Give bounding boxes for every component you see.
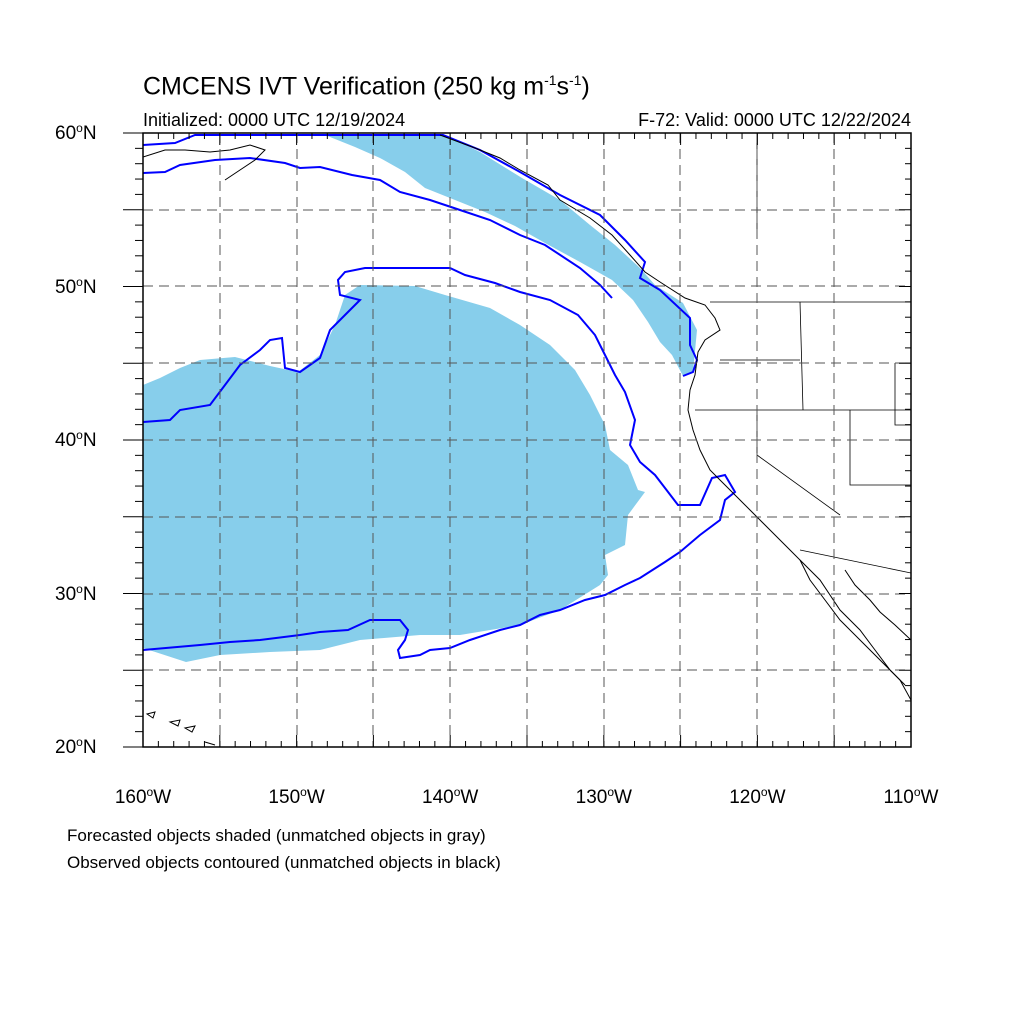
lat-label: 20oN <box>55 735 97 759</box>
map-title: CMCENS IVT Verification (250 kg m-1s-1) <box>143 72 590 101</box>
lon-label-num: 110 <box>883 787 914 808</box>
coast-baja <box>799 559 906 686</box>
degree-symbol: o <box>76 735 83 749</box>
degree-symbol: o <box>76 428 83 442</box>
lon-label: 160oW <box>115 785 171 809</box>
lat-label-num: 50 <box>55 276 77 298</box>
forecast-object-coastal <box>325 135 697 376</box>
coast-north-america <box>439 134 911 701</box>
observed-object-north-inner <box>143 156 613 299</box>
lat-label-hemi: N <box>82 583 97 605</box>
lat-label-hemi: N <box>82 737 97 758</box>
lat-label-hemi: N <box>82 276 97 298</box>
lon-label: 140oW <box>422 785 478 809</box>
lat-label-num: 20 <box>55 737 77 758</box>
degree-symbol: o <box>76 121 83 135</box>
lat-label-hemi: N <box>82 123 97 144</box>
lat-label: 30oN <box>55 582 97 606</box>
legend-forecast-note: Forecasted objects shaded (unmatched obj… <box>67 826 486 845</box>
lon-label-num: 150 <box>268 787 301 808</box>
lat-label-hemi: N <box>82 430 97 451</box>
observed-object-large <box>143 267 737 660</box>
border-state-lines <box>695 135 911 574</box>
legend-observed-note: Observed objects contoured (unmatched ob… <box>67 853 501 872</box>
degree-symbol: o <box>453 785 461 799</box>
lon-label: 120oW <box>729 785 785 809</box>
degree-symbol: o <box>607 785 615 799</box>
hawaii-islands <box>145 711 216 746</box>
degree-symbol: o <box>913 785 921 799</box>
initialized-time: Initialized: 0000 UTC 12/19/2024 <box>143 110 406 130</box>
lon-label-hemi: W <box>920 787 939 808</box>
degree-symbol: o <box>300 785 307 799</box>
lon-label-num: 130 <box>575 787 608 808</box>
lon-label-num: 120 <box>729 787 761 808</box>
lon-label-num: 160 <box>114 787 147 808</box>
degree-symbol: o <box>76 581 83 596</box>
degree-symbol: o <box>760 785 768 799</box>
coast-alaska <box>143 144 266 181</box>
lon-label-num: 140 <box>422 787 454 808</box>
observed-object-north <box>143 134 699 377</box>
lon-label: 130oW <box>576 785 632 809</box>
degree-symbol: o <box>76 274 83 289</box>
lon-label-hemi: W <box>460 787 479 808</box>
forecast-object-large <box>143 285 645 662</box>
lat-label: 40oN <box>55 428 97 452</box>
lon-label-hemi: W <box>306 787 325 808</box>
lon-label-hemi: W <box>767 787 786 808</box>
lon-label: 150oW <box>268 785 324 809</box>
lon-label-hemi: W <box>614 787 632 808</box>
lat-label-num: 60 <box>55 123 77 144</box>
lon-label: 110oW <box>884 785 939 809</box>
lat-label-num: 40 <box>55 430 77 451</box>
lon-label-hemi: W <box>153 787 172 808</box>
lat-label: 60oN <box>55 121 97 145</box>
coast-baja-inner <box>844 569 911 641</box>
lat-label-num: 30 <box>55 583 77 605</box>
degree-symbol: o <box>146 785 154 799</box>
valid-time: F-72: Valid: 0000 UTC 12/22/2024 <box>638 110 911 130</box>
graticule <box>143 133 911 747</box>
axis-ticks <box>123 132 912 748</box>
lat-label: 50oN <box>55 275 97 299</box>
